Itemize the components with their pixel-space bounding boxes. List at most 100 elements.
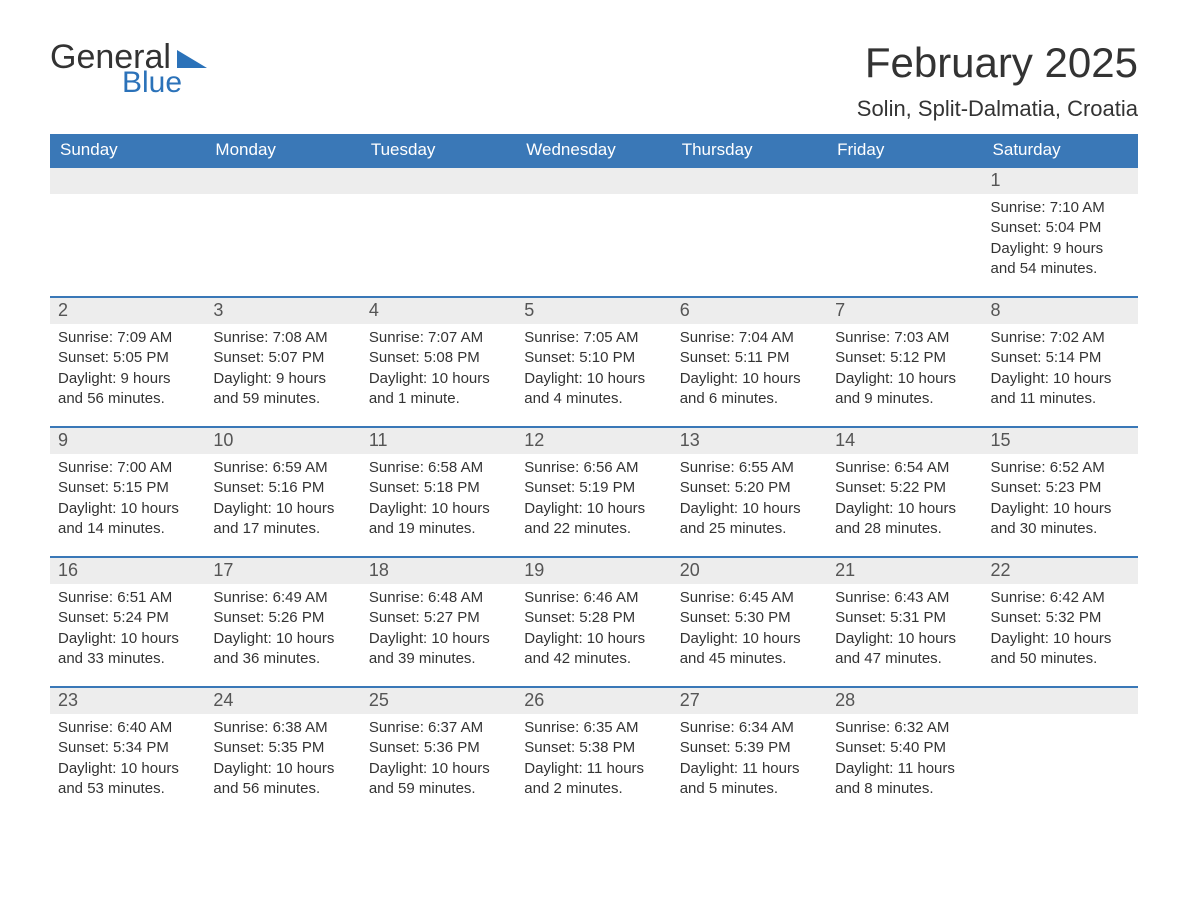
day-number: 25 — [361, 688, 516, 714]
daylight-text: Daylight: 10 hours and 50 minutes. — [991, 629, 1130, 670]
daylight-text: Daylight: 10 hours and 39 minutes. — [369, 629, 508, 670]
location: Solin, Split-Dalmatia, Croatia — [857, 96, 1138, 122]
day-details: Sunrise: 6:54 AMSunset: 5:22 PMDaylight:… — [827, 454, 982, 547]
dow-thursday: Thursday — [672, 134, 827, 167]
day-details — [205, 194, 360, 206]
sunrise-text: Sunrise: 6:59 AM — [213, 458, 352, 478]
daylight-text: Daylight: 10 hours and 56 minutes. — [213, 759, 352, 800]
day-cell: 19Sunrise: 6:46 AMSunset: 5:28 PMDayligh… — [516, 557, 671, 687]
sunset-text: Sunset: 5:07 PM — [213, 348, 352, 368]
sunset-text: Sunset: 5:38 PM — [524, 738, 663, 758]
day-cell: 6Sunrise: 7:04 AMSunset: 5:11 PMDaylight… — [672, 297, 827, 427]
day-details: Sunrise: 6:45 AMSunset: 5:30 PMDaylight:… — [672, 584, 827, 677]
daylight-text: Daylight: 10 hours and 4 minutes. — [524, 369, 663, 410]
day-details: Sunrise: 6:38 AMSunset: 5:35 PMDaylight:… — [205, 714, 360, 807]
day-number: 20 — [672, 558, 827, 584]
day-cell: 27Sunrise: 6:34 AMSunset: 5:39 PMDayligh… — [672, 687, 827, 817]
day-details: Sunrise: 6:34 AMSunset: 5:39 PMDaylight:… — [672, 714, 827, 807]
day-details: Sunrise: 7:03 AMSunset: 5:12 PMDaylight:… — [827, 324, 982, 417]
sunrise-text: Sunrise: 6:49 AM — [213, 588, 352, 608]
daylight-text: Daylight: 11 hours and 8 minutes. — [835, 759, 974, 800]
day-details: Sunrise: 6:49 AMSunset: 5:26 PMDaylight:… — [205, 584, 360, 677]
day-details: Sunrise: 6:46 AMSunset: 5:28 PMDaylight:… — [516, 584, 671, 677]
day-cell: 13Sunrise: 6:55 AMSunset: 5:20 PMDayligh… — [672, 427, 827, 557]
day-number — [516, 168, 671, 194]
day-details: Sunrise: 6:40 AMSunset: 5:34 PMDaylight:… — [50, 714, 205, 807]
sunset-text: Sunset: 5:04 PM — [991, 218, 1130, 238]
sunrise-text: Sunrise: 6:48 AM — [369, 588, 508, 608]
sunrise-text: Sunrise: 6:34 AM — [680, 718, 819, 738]
day-number: 11 — [361, 428, 516, 454]
daylight-text: Daylight: 10 hours and 11 minutes. — [991, 369, 1130, 410]
dow-wednesday: Wednesday — [516, 134, 671, 167]
day-number: 28 — [827, 688, 982, 714]
sunset-text: Sunset: 5:34 PM — [58, 738, 197, 758]
day-cell: 24Sunrise: 6:38 AMSunset: 5:35 PMDayligh… — [205, 687, 360, 817]
week-row: 9Sunrise: 7:00 AMSunset: 5:15 PMDaylight… — [50, 427, 1138, 557]
sunrise-text: Sunrise: 7:00 AM — [58, 458, 197, 478]
daylight-text: Daylight: 9 hours and 56 minutes. — [58, 369, 197, 410]
day-details: Sunrise: 7:00 AMSunset: 5:15 PMDaylight:… — [50, 454, 205, 547]
day-details: Sunrise: 7:10 AMSunset: 5:04 PMDaylight:… — [983, 194, 1138, 287]
sunrise-text: Sunrise: 6:37 AM — [369, 718, 508, 738]
day-number: 18 — [361, 558, 516, 584]
day-number: 16 — [50, 558, 205, 584]
sunrise-text: Sunrise: 6:45 AM — [680, 588, 819, 608]
day-details: Sunrise: 6:43 AMSunset: 5:31 PMDaylight:… — [827, 584, 982, 677]
day-number: 13 — [672, 428, 827, 454]
day-cell: 20Sunrise: 6:45 AMSunset: 5:30 PMDayligh… — [672, 557, 827, 687]
day-cell — [361, 167, 516, 297]
week-row: 2Sunrise: 7:09 AMSunset: 5:05 PMDaylight… — [50, 297, 1138, 427]
dow-tuesday: Tuesday — [361, 134, 516, 167]
sunset-text: Sunset: 5:27 PM — [369, 608, 508, 628]
sunrise-text: Sunrise: 6:52 AM — [991, 458, 1130, 478]
sunset-text: Sunset: 5:31 PM — [835, 608, 974, 628]
day-details: Sunrise: 7:09 AMSunset: 5:05 PMDaylight:… — [50, 324, 205, 417]
sunrise-text: Sunrise: 7:03 AM — [835, 328, 974, 348]
sunset-text: Sunset: 5:24 PM — [58, 608, 197, 628]
daylight-text: Daylight: 10 hours and 1 minute. — [369, 369, 508, 410]
daylight-text: Daylight: 10 hours and 17 minutes. — [213, 499, 352, 540]
sunset-text: Sunset: 5:32 PM — [991, 608, 1130, 628]
day-cell: 12Sunrise: 6:56 AMSunset: 5:19 PMDayligh… — [516, 427, 671, 557]
logo: General Blue — [50, 40, 207, 98]
day-number — [361, 168, 516, 194]
logo-text-blue: Blue — [122, 68, 207, 98]
day-cell: 5Sunrise: 7:05 AMSunset: 5:10 PMDaylight… — [516, 297, 671, 427]
sunset-text: Sunset: 5:26 PM — [213, 608, 352, 628]
title-block: February 2025 Solin, Split-Dalmatia, Cro… — [857, 40, 1138, 122]
day-number: 3 — [205, 298, 360, 324]
daylight-text: Daylight: 9 hours and 54 minutes. — [991, 239, 1130, 280]
day-cell — [672, 167, 827, 297]
day-cell: 21Sunrise: 6:43 AMSunset: 5:31 PMDayligh… — [827, 557, 982, 687]
daylight-text: Daylight: 10 hours and 6 minutes. — [680, 369, 819, 410]
sunrise-text: Sunrise: 6:55 AM — [680, 458, 819, 478]
daylight-text: Daylight: 10 hours and 25 minutes. — [680, 499, 819, 540]
daylight-text: Daylight: 10 hours and 19 minutes. — [369, 499, 508, 540]
sunset-text: Sunset: 5:28 PM — [524, 608, 663, 628]
sunset-text: Sunset: 5:23 PM — [991, 478, 1130, 498]
daylight-text: Daylight: 11 hours and 2 minutes. — [524, 759, 663, 800]
sunrise-text: Sunrise: 7:04 AM — [680, 328, 819, 348]
day-number: 15 — [983, 428, 1138, 454]
daylight-text: Daylight: 10 hours and 14 minutes. — [58, 499, 197, 540]
day-cell: 7Sunrise: 7:03 AMSunset: 5:12 PMDaylight… — [827, 297, 982, 427]
day-details: Sunrise: 7:05 AMSunset: 5:10 PMDaylight:… — [516, 324, 671, 417]
daylight-text: Daylight: 10 hours and 28 minutes. — [835, 499, 974, 540]
day-details: Sunrise: 6:35 AMSunset: 5:38 PMDaylight:… — [516, 714, 671, 807]
week-row: 16Sunrise: 6:51 AMSunset: 5:24 PMDayligh… — [50, 557, 1138, 687]
day-details — [516, 194, 671, 206]
day-number: 8 — [983, 298, 1138, 324]
day-details — [50, 194, 205, 206]
day-cell: 10Sunrise: 6:59 AMSunset: 5:16 PMDayligh… — [205, 427, 360, 557]
day-cell: 14Sunrise: 6:54 AMSunset: 5:22 PMDayligh… — [827, 427, 982, 557]
day-details: Sunrise: 6:48 AMSunset: 5:27 PMDaylight:… — [361, 584, 516, 677]
day-number: 10 — [205, 428, 360, 454]
day-number: 9 — [50, 428, 205, 454]
header: General Blue February 2025 Solin, Split-… — [50, 40, 1138, 122]
day-cell: 22Sunrise: 6:42 AMSunset: 5:32 PMDayligh… — [983, 557, 1138, 687]
day-cell: 2Sunrise: 7:09 AMSunset: 5:05 PMDaylight… — [50, 297, 205, 427]
day-cell: 15Sunrise: 6:52 AMSunset: 5:23 PMDayligh… — [983, 427, 1138, 557]
sunrise-text: Sunrise: 6:38 AM — [213, 718, 352, 738]
daylight-text: Daylight: 9 hours and 59 minutes. — [213, 369, 352, 410]
